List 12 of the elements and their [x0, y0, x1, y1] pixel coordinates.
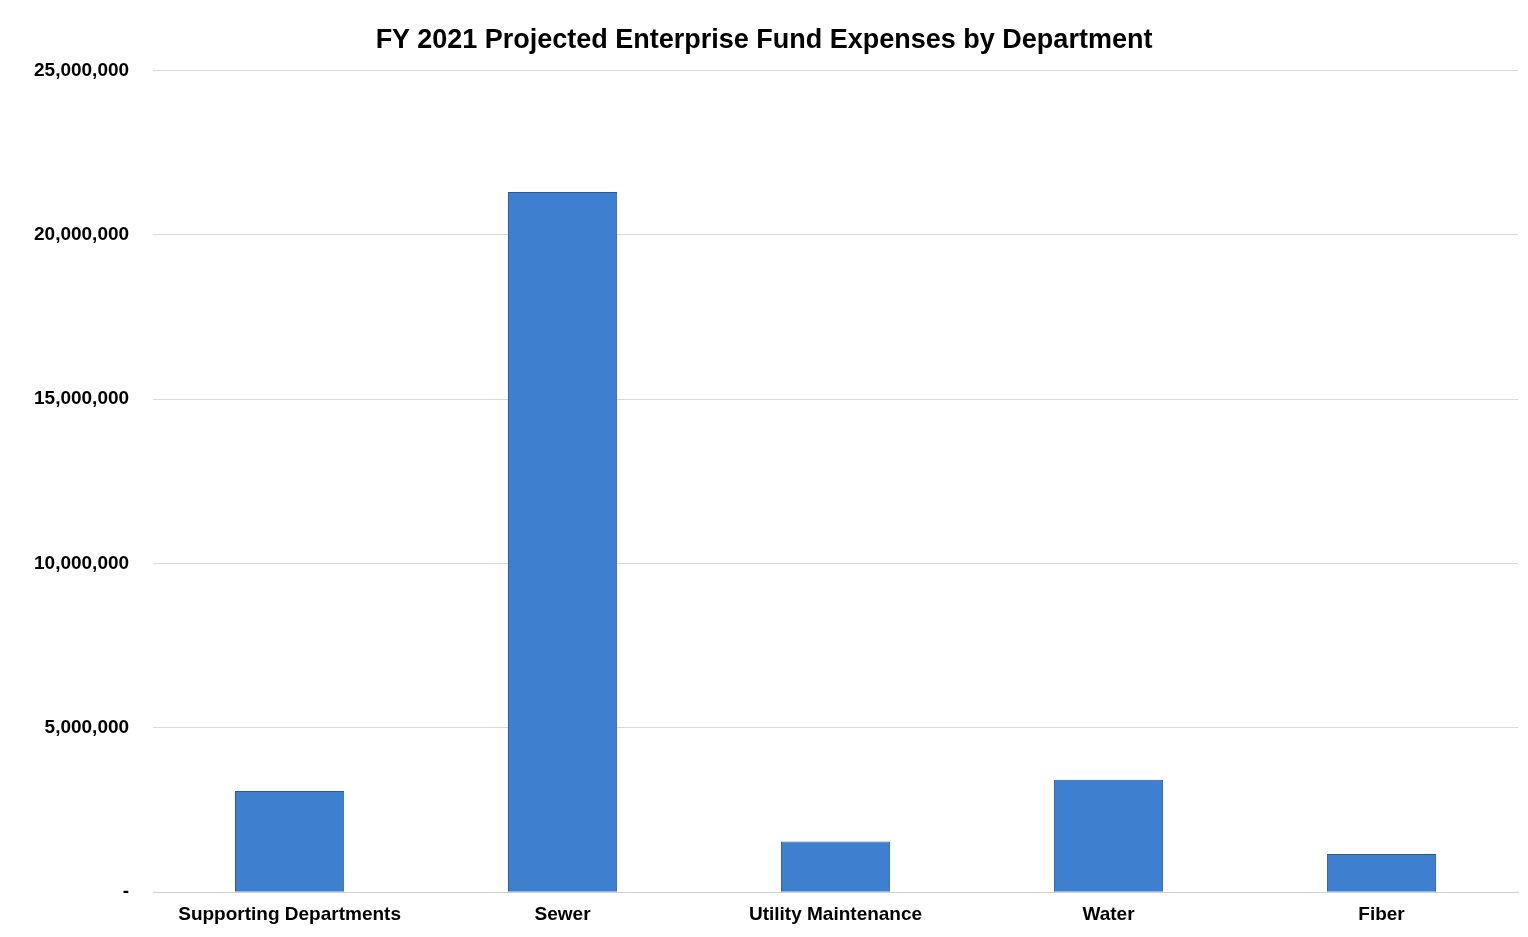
y-tick-label: 10,000,000: [34, 551, 130, 573]
y-tick-label: 5,000,000: [44, 716, 130, 738]
chart-title: FY 2021 Projected Enterprise Fund Expenses by Department: [375, 23, 1153, 54]
x-tick-label: Water: [1082, 902, 1136, 924]
y-tick-label: 20,000,000: [34, 222, 130, 244]
y-tick-label: -: [122, 880, 130, 902]
x-tick-label: Supporting Departments: [178, 902, 401, 924]
x-tick-label: Sewer: [534, 902, 592, 924]
x-tick-label: Utility Maintenance: [748, 902, 923, 924]
y-tick-label: 15,000,000: [34, 387, 130, 409]
x-tick-label: Fiber: [1358, 902, 1406, 924]
y-tick-label: 25,000,000: [34, 58, 130, 80]
